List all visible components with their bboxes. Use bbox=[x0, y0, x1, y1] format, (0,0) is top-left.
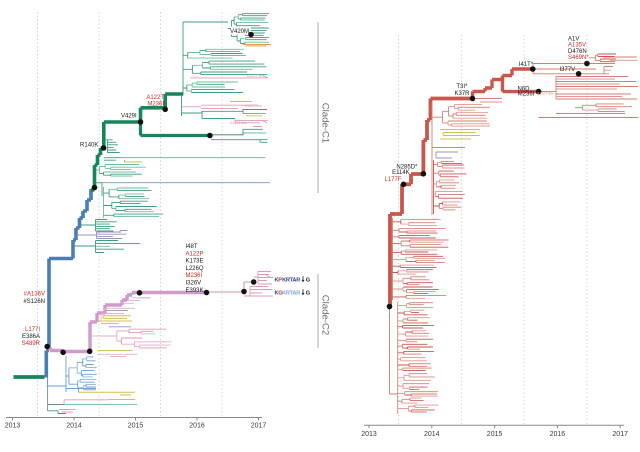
svg-text:A122T-like: A122T-like bbox=[245, 104, 262, 108]
svg-text:2013: 2013 bbox=[361, 431, 377, 438]
svg-text:K: K bbox=[275, 290, 279, 296]
svg-text:V420M: V420M bbox=[230, 29, 249, 35]
svg-text:S469N*: S469N* bbox=[568, 55, 589, 61]
svg-text:I41T*: I41T* bbox=[519, 62, 534, 68]
svg-text:M236I: M236I bbox=[147, 101, 164, 107]
svg-text:L226Q: L226Q bbox=[186, 266, 204, 272]
svg-text:K173E: K173E bbox=[186, 259, 204, 265]
svg-text:#S126N: #S126N bbox=[23, 299, 45, 305]
svg-text:E393K: E393K bbox=[186, 288, 204, 294]
svg-text:I48T: I48T bbox=[186, 244, 198, 250]
svg-text:V429I: V429I bbox=[121, 114, 137, 120]
svg-text:K: K bbox=[275, 277, 279, 283]
svg-text:2017: 2017 bbox=[251, 423, 267, 430]
svg-text:A122T-like: A122T-like bbox=[537, 91, 554, 95]
svg-text:Clade-C2: Clade-C2 bbox=[320, 295, 331, 336]
svg-text:2015: 2015 bbox=[487, 431, 503, 438]
svg-text:T3I*: T3I* bbox=[456, 84, 468, 90]
svg-text:N6D: N6D bbox=[517, 86, 530, 92]
svg-text:M236I: M236I bbox=[518, 91, 535, 97]
svg-text:2014: 2014 bbox=[424, 431, 440, 438]
svg-text:2016: 2016 bbox=[550, 431, 566, 438]
svg-text:N285D*: N285D* bbox=[396, 165, 418, 171]
svg-text:2016: 2016 bbox=[189, 423, 205, 430]
svg-text:G: G bbox=[306, 277, 310, 283]
svg-text:A122P: A122P bbox=[186, 251, 204, 257]
svg-text:E386A: E386A bbox=[22, 334, 40, 340]
svg-text:I326V: I326V bbox=[186, 281, 202, 287]
svg-text:M236I: M236I bbox=[186, 273, 203, 279]
svg-text:2014: 2014 bbox=[66, 423, 82, 430]
svg-text:A122T: A122T bbox=[146, 95, 164, 101]
svg-text:G: G bbox=[278, 290, 282, 296]
svg-text:#A136V: #A136V bbox=[24, 292, 45, 298]
svg-text:A1V: A1V bbox=[568, 37, 579, 43]
svg-text:K37R: K37R bbox=[454, 91, 470, 97]
svg-text:L177I: L177I bbox=[25, 327, 40, 333]
svg-text:Clade-C1: Clade-C1 bbox=[320, 103, 331, 144]
svg-text:R140K: R140K bbox=[80, 142, 98, 148]
svg-text:S489R: S489R bbox=[22, 341, 41, 347]
svg-text:P: P bbox=[278, 277, 282, 283]
svg-text:E114K: E114K bbox=[392, 170, 410, 176]
svg-text:A122T-like: A122T-like bbox=[230, 121, 247, 125]
svg-text:A122T-like: A122T-like bbox=[247, 74, 264, 78]
svg-text:A135V: A135V bbox=[568, 43, 586, 49]
svg-text:L177F: L177F bbox=[384, 177, 401, 183]
svg-text:2013: 2013 bbox=[5, 423, 21, 430]
svg-text:I377V: I377V bbox=[560, 67, 576, 73]
svg-text:KRTAR: KRTAR bbox=[282, 277, 300, 283]
svg-text:2015: 2015 bbox=[128, 423, 144, 430]
svg-text:G: G bbox=[306, 290, 310, 296]
svg-text:D476N: D476N bbox=[568, 49, 587, 55]
svg-text:KRTAR: KRTAR bbox=[282, 290, 300, 296]
svg-text:2017: 2017 bbox=[612, 431, 628, 438]
